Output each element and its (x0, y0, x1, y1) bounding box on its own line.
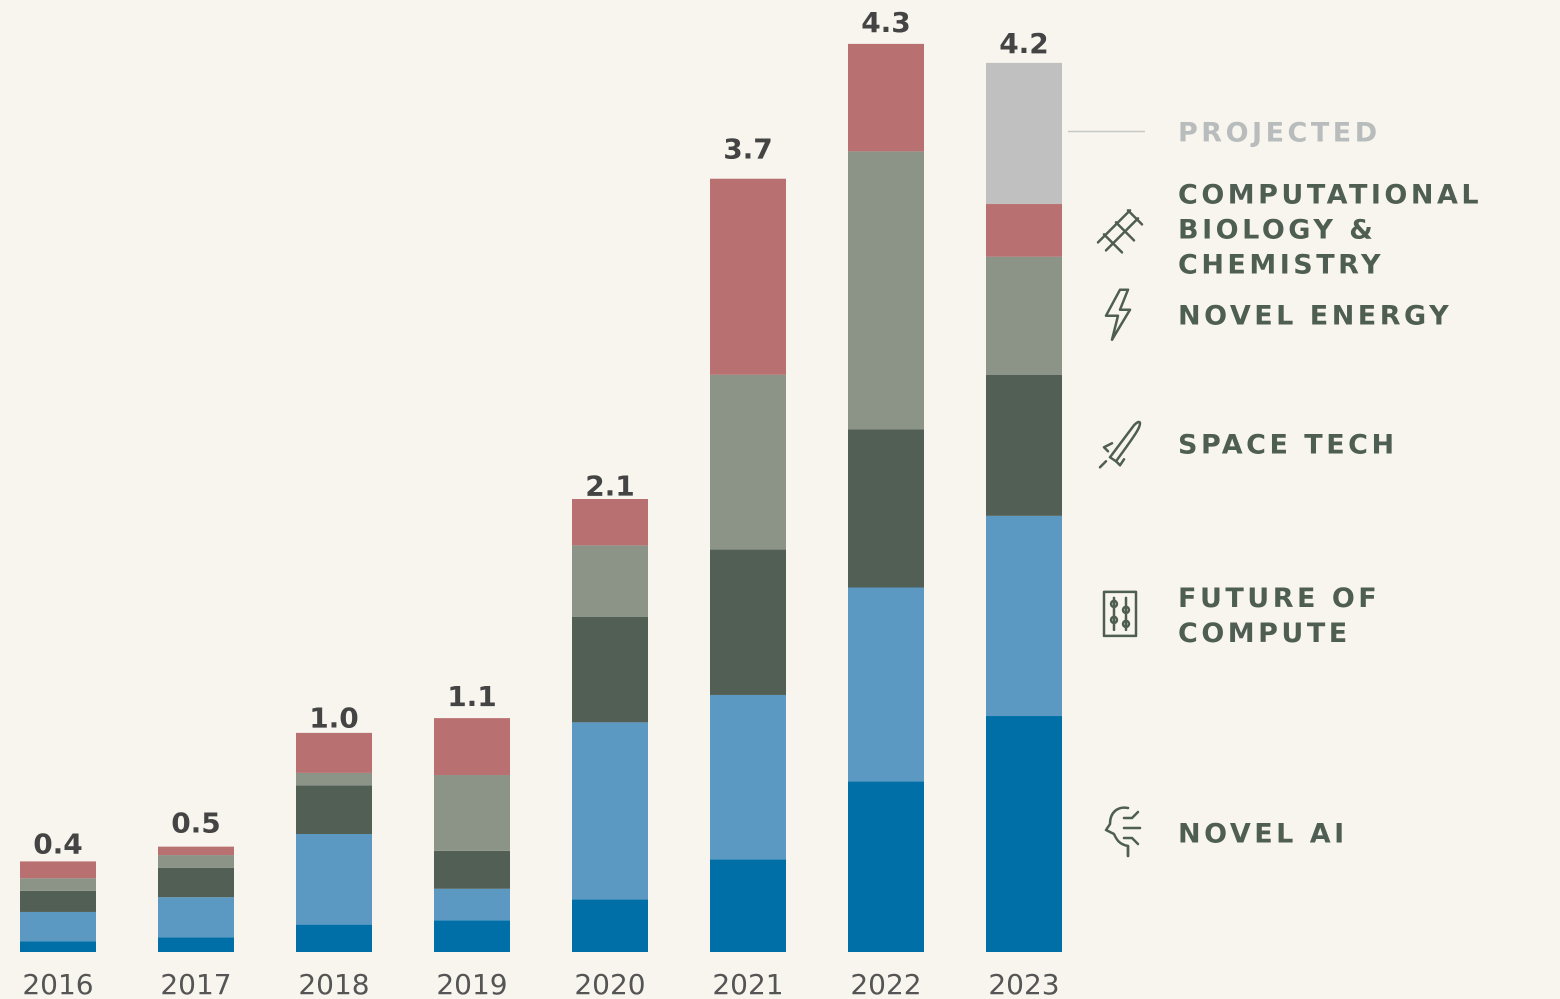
bar-segment (710, 694, 786, 860)
x-tick-label: 2023 (988, 968, 1059, 999)
bar-segment (986, 374, 1062, 516)
bar-segment (20, 890, 96, 912)
total-label: 1.0 (309, 701, 359, 734)
bar-segment (434, 775, 510, 851)
bar-segment (296, 732, 372, 773)
bar-segment (572, 545, 648, 617)
bar-segment (572, 616, 648, 723)
bar-segment (848, 587, 924, 782)
bar-segment (434, 718, 510, 776)
legend-label: PROJECTED (1178, 117, 1381, 149)
total-label: 4.3 (861, 6, 911, 39)
bar-segment (572, 899, 648, 952)
total-label: 0.4 (33, 828, 83, 861)
total-label: 2.1 (585, 470, 635, 503)
legend-icon (1104, 288, 1132, 341)
bar-segment (296, 834, 372, 925)
legend-icon (1096, 209, 1144, 254)
legend-label: NOVEL ENERGY (1178, 300, 1453, 332)
x-tick-label: 2021 (712, 968, 783, 999)
legend-icon (1098, 420, 1142, 469)
x-tick-label: 2019 (436, 968, 507, 999)
total-label: 0.5 (171, 807, 221, 840)
bar-segment (848, 429, 924, 588)
bar-segment (20, 861, 96, 879)
bar-segment (710, 374, 786, 550)
x-tick-label: 2018 (298, 968, 369, 999)
bar-segment (986, 515, 1062, 717)
bar-segment (20, 941, 96, 952)
total-label: 1.1 (447, 680, 497, 713)
bar-segment (986, 256, 1062, 375)
bar-segment (20, 911, 96, 942)
legend-icon (1102, 590, 1138, 638)
bar-segment (296, 772, 372, 786)
bar-segment (434, 850, 510, 889)
bar-segment (986, 204, 1062, 257)
bar-segment (296, 785, 372, 835)
bar-segment (710, 859, 786, 952)
legend-label: NOVEL AI (1178, 818, 1348, 850)
bar-segment (158, 846, 234, 856)
bar-segment (158, 855, 234, 868)
legend-label: COMPUTATIONAL BIOLOGY & CHEMISTRY (1178, 179, 1483, 281)
bar-segment (572, 499, 648, 546)
bar-segment (296, 924, 372, 952)
bar-segment (986, 716, 1062, 952)
bar-segment (158, 867, 234, 898)
total-label: 4.2 (999, 27, 1049, 60)
total-label: 3.7 (723, 132, 773, 165)
bar-segment (848, 781, 924, 952)
bar-segment (710, 178, 786, 375)
bar-segment (572, 722, 648, 900)
bar-segment (434, 920, 510, 952)
bar-segment (848, 151, 924, 430)
bar-segment (20, 878, 96, 891)
x-tick-label: 2017 (160, 968, 231, 999)
legend-icon (1104, 806, 1142, 858)
bar-segment (710, 549, 786, 695)
x-tick-label: 2020 (574, 968, 645, 999)
x-tick-label: 2016 (22, 968, 93, 999)
legend-label: SPACE TECH (1178, 429, 1398, 461)
bar-segment (158, 897, 234, 938)
bar-segment (986, 62, 1062, 205)
x-tick-label: 2022 (850, 968, 921, 999)
legend-label: FUTURE OF COMPUTE (1178, 582, 1381, 649)
bar-segment (158, 937, 234, 952)
bar-segment (434, 888, 510, 921)
bar-segment (848, 43, 924, 152)
